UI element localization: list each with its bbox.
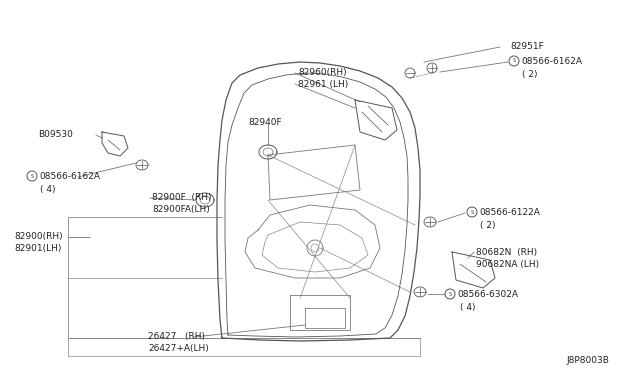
Text: S: S: [470, 209, 474, 215]
Text: ( 2): ( 2): [480, 221, 495, 230]
Text: 82951F: 82951F: [510, 42, 544, 51]
Text: 82900(RH): 82900(RH): [14, 232, 63, 241]
Text: 08566-6302A: 08566-6302A: [457, 290, 518, 299]
Text: S: S: [31, 173, 33, 179]
Text: 82940F: 82940F: [248, 118, 282, 127]
Text: 08566-6162A: 08566-6162A: [39, 172, 100, 181]
Text: 82900F  (RH): 82900F (RH): [152, 193, 211, 202]
Text: 82900FA(LH): 82900FA(LH): [152, 205, 210, 214]
Text: ( 4): ( 4): [40, 185, 56, 194]
Text: S: S: [513, 58, 516, 64]
Text: 82961 (LH): 82961 (LH): [298, 80, 348, 89]
Text: 26427   (RH): 26427 (RH): [148, 332, 205, 341]
Text: 08566-6162A: 08566-6162A: [521, 57, 582, 66]
Text: J8P8003B: J8P8003B: [566, 356, 609, 365]
Text: 82901(LH): 82901(LH): [14, 244, 61, 253]
Text: B09530: B09530: [38, 130, 73, 139]
Text: 26427+A(LH): 26427+A(LH): [148, 344, 209, 353]
Text: ( 4): ( 4): [460, 303, 476, 312]
Text: 80682N  (RH): 80682N (RH): [476, 248, 537, 257]
Text: ( 2): ( 2): [522, 70, 538, 79]
Text: 90682NA (LH): 90682NA (LH): [476, 260, 539, 269]
Text: S: S: [449, 292, 452, 296]
Text: 82960(RH): 82960(RH): [298, 68, 347, 77]
Text: 08566-6122A: 08566-6122A: [479, 208, 540, 217]
